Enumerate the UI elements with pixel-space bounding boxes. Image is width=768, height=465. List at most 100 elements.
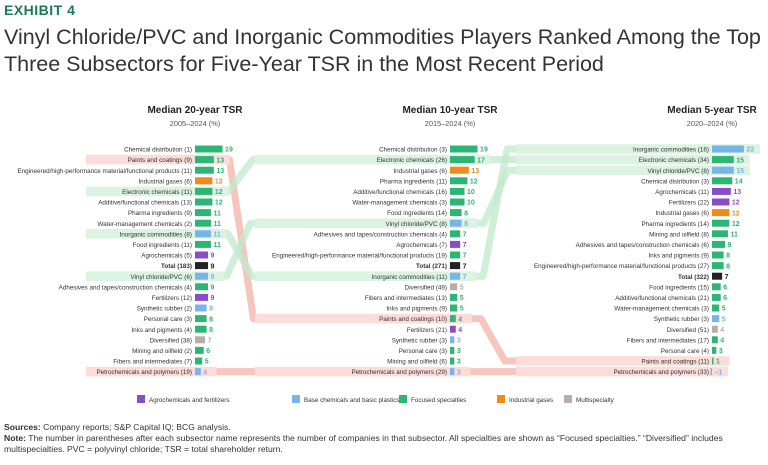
panel-title: Median 20-year TSR [147,105,243,116]
bar [712,198,730,206]
bar-value: 12 [470,179,478,186]
bar-label: Agrochemicals (5) [141,253,192,260]
bar-value: 9 [211,274,215,281]
bar-value: 12 [215,179,223,186]
bar-value: 6 [723,295,727,302]
bar [450,187,465,195]
bar-label: Industrial gases (6) [655,210,709,217]
bar [450,283,458,291]
row-highlight [255,366,471,377]
legend-label: Industrial gases [509,397,553,404]
bar-value: 12 [215,200,223,207]
bar [195,262,209,270]
chart-title: Vinyl Chloride/PVC and Inorganic Commodi… [4,25,761,76]
bar-value: 5 [722,316,726,323]
bar-label: Personal care (3) [399,348,447,355]
bar [450,198,465,206]
exhibit-label: EXHIBIT 4 [4,2,76,18]
row-highlight [255,218,478,228]
bar-value: 9 [211,295,215,302]
bar-value: 13 [733,189,741,196]
bar [712,209,730,217]
bar-value: 22 [746,147,754,154]
bar [450,166,469,174]
bar [195,368,201,376]
bar-value: 7 [463,232,467,239]
bar-label: Water-management chemicals (3) [352,200,447,207]
bar-value: 17 [477,157,485,164]
bar-label: Fertilizers (12) [152,295,192,302]
bar-value: 8 [726,263,730,270]
bar-value: 3 [457,359,461,366]
bar-label: Inorganic commodities (8) [120,231,192,238]
highlight-layer [86,144,760,377]
row-highlight [516,366,728,377]
panel-2: Median 10-year TSR 2015–2024 (%) Chemical … [272,105,498,376]
bar [195,304,207,312]
bar-label: Inks and pigments (9) [648,253,709,260]
bar [450,219,462,227]
bar-label: Engineered/high-performance material/fun… [272,253,447,260]
bar [195,357,203,365]
note-line: Note: The number in parentheses after ea… [4,433,766,455]
bar-value: 4 [720,338,724,345]
bar-value: 8 [726,253,730,260]
bar [450,251,461,259]
connector-inorganic-commodities-2 [474,145,516,280]
bar-label: Electronic chemicals (11) [122,189,192,196]
bar-value: 11 [213,232,221,239]
bar-label: Inks and pigments (9) [386,306,447,313]
bar-label: Inorganic commodities (16) [633,147,709,154]
row-highlight [255,271,477,281]
connector-vinyl-chloride-pvc-1 [222,219,255,280]
bar-label: Personal care (3) [144,316,192,323]
note-label: Note: [4,433,26,443]
bar [450,336,455,344]
bar [712,272,723,280]
bar-value: 12 [732,210,740,217]
bar-value: 7 [463,263,467,270]
bar [712,336,718,344]
bar-value: 4 [458,316,462,323]
bar-label: Agrochemicals (7) [396,242,447,249]
bar-label: Mining and oilfield (6) [387,359,447,366]
bar-value: 13 [471,168,479,175]
bar-label: Industrial gases (6) [393,168,447,175]
legend-swatch [564,395,572,403]
legend-label: Focused specialties [411,397,466,404]
bar-label: Vinyl chloride/PVC (6) [131,274,192,281]
bar-label: Industrial gases (6) [138,178,192,185]
legend-swatch [497,395,505,403]
bar-label: Vinyl chloride/PVC (8) [648,168,709,175]
bar [195,166,214,174]
bar [712,315,720,323]
bar-label: Paints and coatings (11) [642,359,709,366]
bar-value: 7 [725,274,729,281]
panel-subtitle: 2015–2024 (%) [425,119,476,128]
bar-value: 5 [722,306,726,313]
bar-label: Electronic chemicals (26) [377,157,447,164]
bar-value: 9 [211,263,215,270]
bar-value: 12 [732,221,740,228]
row-highlight [86,271,225,281]
legend-swatch [137,395,145,403]
bar [712,240,726,248]
bar [712,304,720,312]
bars-layer: Median 20-year TSR 2005–2024 (%) Chemical … [17,105,757,376]
bar-label: Adhesives and tapes/construction chemica… [576,242,709,249]
legend-label: Base chemicals and basic plastics [304,397,400,404]
bar [712,219,730,227]
bar-label: Fibers and intermediates (13) [365,295,447,302]
bar [712,230,728,238]
bar-label: Personal care (4) [661,348,709,355]
note-text: The number in parentheses after each sub… [4,433,723,454]
bar [450,325,456,333]
connector-paints-and-coatings-2 [469,315,516,365]
bar-value: 8 [464,210,468,217]
bar [450,368,455,376]
legend-label: Multispecialty [576,397,615,404]
bar [450,357,455,365]
bar [712,177,733,185]
bar-value: 15 [736,168,744,175]
bar-label: Fibers and intermediates (17) [627,337,709,344]
